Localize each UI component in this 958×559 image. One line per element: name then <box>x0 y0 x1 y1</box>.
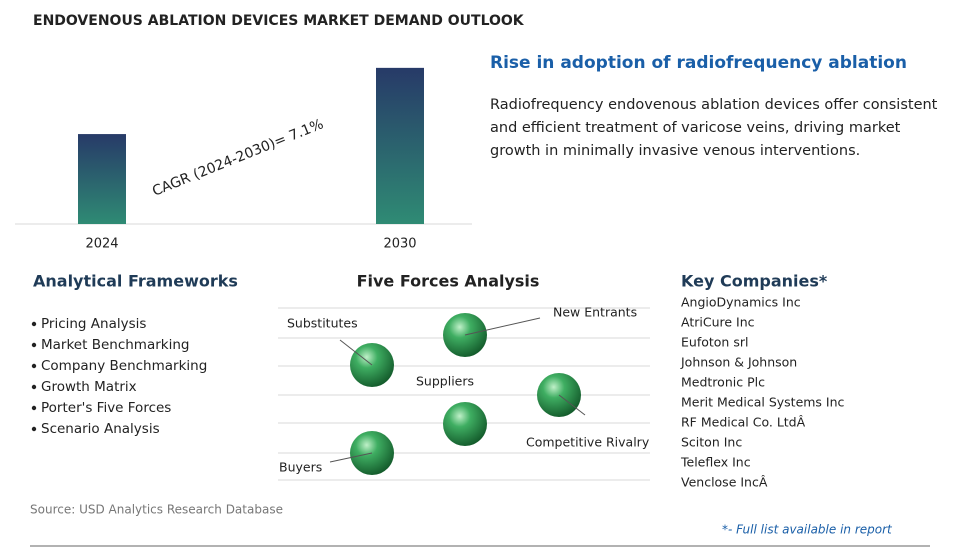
force-label: New Entrants <box>553 305 637 320</box>
leader <box>339 339 373 366</box>
force-ball <box>443 402 487 446</box>
framework-item: Porter's Five Forces <box>41 400 171 416</box>
company: Johnson & Johnson <box>680 355 797 370</box>
company: RF Medical Co. LtdÂ <box>681 415 806 430</box>
force-label: Suppliers <box>416 374 474 389</box>
bar <box>376 67 424 224</box>
force-label: Competitive Rivalry <box>526 435 650 450</box>
companies-title: Key Companies* <box>681 272 828 291</box>
note: *- Full list available in report <box>722 523 893 537</box>
highlight-text: Radiofrequency endovenous ablation devic… <box>490 97 938 113</box>
source: Source: USD Analytics Research Database <box>30 503 283 517</box>
five-forces-title: Five Forces Analysis <box>357 272 540 291</box>
bar <box>78 134 126 224</box>
frameworks-title: Analytical Frameworks <box>33 272 238 291</box>
bullet <box>31 321 37 327</box>
company: Teleflex Inc <box>680 455 751 470</box>
framework-item: Company Benchmarking <box>41 358 207 374</box>
highlight-text: growth in minimally invasive venous inte… <box>490 143 860 159</box>
leader <box>329 452 373 463</box>
company: Eufoton srl <box>681 335 748 350</box>
x-tick-label: 2024 <box>85 237 118 252</box>
company: Venclose IncÂ <box>681 475 768 490</box>
company: AngioDynamics Inc <box>681 295 801 310</box>
page-title: ENDOVENOUS ABLATION DEVICES MARKET DEMAN… <box>33 13 525 29</box>
x-tick-label: 2030 <box>383 237 416 252</box>
bullet <box>31 342 37 348</box>
framework-item: Pricing Analysis <box>41 316 146 332</box>
bullet <box>31 384 37 390</box>
leader <box>558 394 586 416</box>
force-label: Buyers <box>279 460 322 475</box>
leader <box>464 317 541 336</box>
framework-item: Market Benchmarking <box>41 337 189 353</box>
bullet <box>31 405 37 411</box>
framework-item: Scenario Analysis <box>41 421 160 437</box>
bullet <box>31 426 37 432</box>
cagr-label: CAGR (2024-2030)= 7.1% <box>150 116 326 199</box>
force-label: Substitutes <box>287 316 358 331</box>
company: Medtronic Plc <box>681 375 765 390</box>
company: AtriCure Inc <box>681 315 755 330</box>
framework-item: Growth Matrix <box>41 379 137 395</box>
bullet <box>31 363 37 369</box>
company: Sciton Inc <box>681 435 742 450</box>
highlight-title: Rise in adoption of radiofrequency ablat… <box>490 53 907 73</box>
highlight-text: and efficient treatment of varicose vein… <box>490 120 901 136</box>
company: Merit Medical Systems Inc <box>681 395 845 410</box>
